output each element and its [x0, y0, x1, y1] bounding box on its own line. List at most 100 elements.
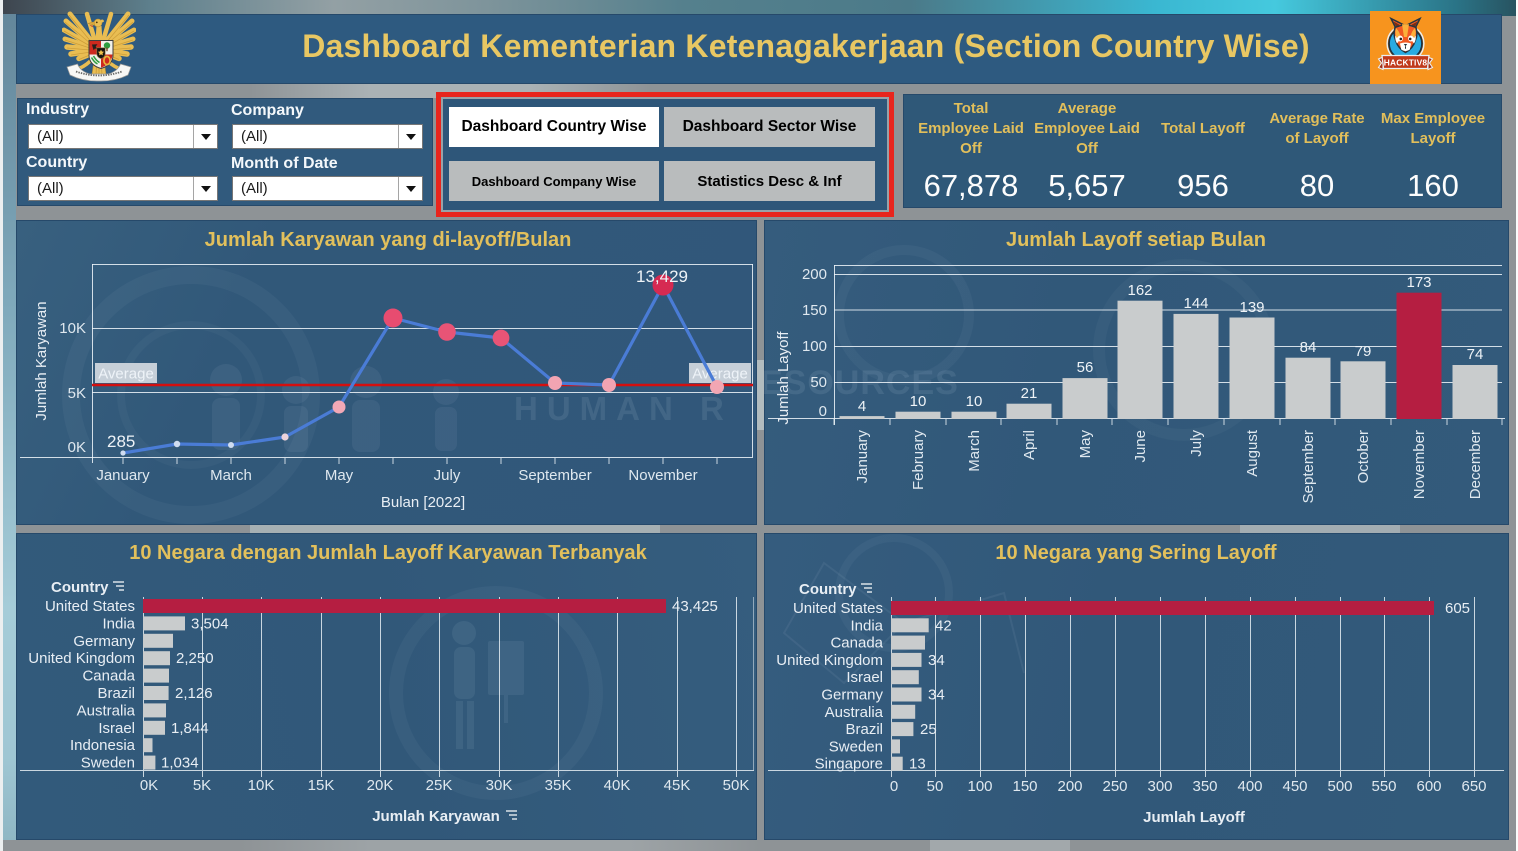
- svg-text:144: 144: [1183, 295, 1208, 312]
- svg-text:1,844: 1,844: [171, 720, 209, 737]
- svg-text:74: 74: [1467, 346, 1484, 363]
- svg-text:300: 300: [1147, 778, 1172, 795]
- svg-text:Jumlah Karyawan: Jumlah Karyawan: [372, 808, 500, 825]
- svg-text:50: 50: [927, 778, 944, 795]
- svg-text:India: India: [850, 617, 883, 634]
- svg-text:September: September: [1300, 430, 1317, 503]
- svg-text:0: 0: [819, 403, 827, 420]
- svg-text:March: March: [966, 430, 983, 472]
- svg-text:India: India: [102, 615, 135, 632]
- svg-text:May: May: [1077, 430, 1094, 459]
- svg-text:Jumlah Layoff: Jumlah Layoff: [1143, 809, 1246, 826]
- svg-text:November: November: [628, 467, 697, 484]
- svg-text:Germany: Germany: [821, 687, 883, 704]
- svg-text:84: 84: [1300, 339, 1317, 356]
- svg-text:40K: 40K: [604, 777, 631, 794]
- svg-text:21: 21: [1021, 385, 1038, 402]
- svg-text:43,425: 43,425: [672, 598, 718, 615]
- svg-text:Canada: Canada: [82, 668, 135, 685]
- svg-text:September: September: [518, 467, 591, 484]
- svg-text:10K: 10K: [248, 777, 275, 794]
- svg-text:2,250: 2,250: [176, 650, 214, 667]
- svg-text:25K: 25K: [426, 777, 453, 794]
- svg-text:Israel: Israel: [846, 669, 883, 686]
- svg-text:45K: 45K: [664, 777, 691, 794]
- svg-text:Brazil: Brazil: [97, 685, 135, 702]
- svg-text:United Kingdom: United Kingdom: [776, 652, 883, 669]
- svg-text:162: 162: [1127, 282, 1152, 299]
- svg-text:Germany: Germany: [73, 633, 135, 650]
- svg-text:January: January: [96, 467, 150, 484]
- svg-text:79: 79: [1355, 343, 1372, 360]
- svg-text:35K: 35K: [545, 777, 572, 794]
- svg-text:10 Negara dengan Jumlah Layoff: 10 Negara dengan Jumlah Layoff Karyawan …: [129, 542, 647, 564]
- svg-text:Indonesia: Indonesia: [70, 737, 136, 754]
- svg-text:13,429: 13,429: [636, 267, 688, 286]
- svg-text:200: 200: [802, 266, 827, 283]
- svg-text:0K: 0K: [68, 439, 86, 456]
- svg-text:July: July: [434, 467, 461, 484]
- svg-text:3,504: 3,504: [191, 615, 229, 632]
- svg-text:150: 150: [802, 302, 827, 319]
- svg-text:13: 13: [909, 756, 926, 773]
- svg-text:Average: Average: [98, 366, 154, 383]
- svg-text:February: February: [910, 430, 927, 491]
- svg-text:December: December: [1467, 430, 1484, 499]
- svg-text:Jumlah Layoff setiap Bulan: Jumlah Layoff setiap Bulan: [1006, 229, 1266, 251]
- svg-text:650: 650: [1461, 778, 1486, 795]
- svg-text:500: 500: [1327, 778, 1352, 795]
- svg-text:January: January: [854, 430, 871, 484]
- svg-text:5K: 5K: [68, 385, 86, 402]
- svg-text:March: March: [210, 467, 252, 484]
- svg-text:34: 34: [928, 652, 945, 669]
- svg-text:15K: 15K: [308, 777, 335, 794]
- svg-text:0: 0: [890, 778, 898, 795]
- svg-text:10: 10: [966, 393, 983, 410]
- svg-text:Israel: Israel: [98, 720, 135, 737]
- svg-text:5K: 5K: [193, 777, 211, 794]
- svg-text:10: 10: [910, 393, 927, 410]
- svg-text:42: 42: [935, 617, 952, 634]
- svg-text:56: 56: [1077, 359, 1094, 376]
- svg-text:Country: Country: [799, 581, 857, 598]
- svg-text:173: 173: [1406, 274, 1431, 291]
- svg-text:100: 100: [802, 338, 827, 355]
- svg-text:United States: United States: [45, 598, 135, 615]
- svg-text:50K: 50K: [723, 777, 750, 794]
- svg-text:550: 550: [1371, 778, 1396, 795]
- svg-text:United States: United States: [793, 600, 883, 617]
- svg-text:HUMAN R: HUMAN R: [514, 390, 733, 427]
- svg-text:HACKTIV8: HACKTIV8: [1384, 58, 1428, 68]
- svg-text:Sweden: Sweden: [81, 755, 135, 772]
- svg-text:Jumlah Karyawan: Jumlah Karyawan: [33, 301, 50, 420]
- svg-text:250: 250: [1102, 778, 1127, 795]
- svg-text:450: 450: [1282, 778, 1307, 795]
- svg-text:139: 139: [1239, 299, 1264, 316]
- svg-text:150: 150: [1012, 778, 1037, 795]
- svg-text:October: October: [1355, 430, 1372, 483]
- svg-text:Bulan [2022]: Bulan [2022]: [381, 494, 465, 511]
- svg-text:10 Negara yang Sering Layoff: 10 Negara yang Sering Layoff: [995, 542, 1277, 564]
- svg-text:Country: Country: [51, 579, 109, 596]
- svg-text:10K: 10K: [59, 320, 86, 337]
- svg-text:April: April: [1021, 430, 1038, 460]
- svg-text:1,034: 1,034: [161, 755, 199, 772]
- svg-text:605: 605: [1445, 600, 1470, 617]
- svg-text:0K: 0K: [140, 777, 158, 794]
- svg-text:20K: 20K: [367, 777, 394, 794]
- svg-text:Jumlah Karyawan yang di-layoff: Jumlah Karyawan yang di-layoff/Bulan: [205, 229, 572, 251]
- svg-text:June: June: [1132, 430, 1149, 463]
- svg-text:Jumlah Layoff: Jumlah Layoff: [775, 331, 792, 425]
- svg-text:400: 400: [1237, 778, 1262, 795]
- svg-text:100: 100: [967, 778, 992, 795]
- svg-text:May: May: [325, 467, 354, 484]
- svg-text:Brazil: Brazil: [845, 721, 883, 738]
- svg-text:Singapore: Singapore: [815, 756, 883, 773]
- svg-text:30K: 30K: [486, 777, 513, 794]
- svg-text:July: July: [1188, 430, 1205, 457]
- svg-text:Australia: Australia: [825, 704, 884, 721]
- svg-text:4: 4: [858, 398, 866, 415]
- svg-text:Sweden: Sweden: [829, 738, 883, 755]
- svg-text:Average: Average: [692, 366, 748, 383]
- svg-text:25: 25: [920, 721, 937, 738]
